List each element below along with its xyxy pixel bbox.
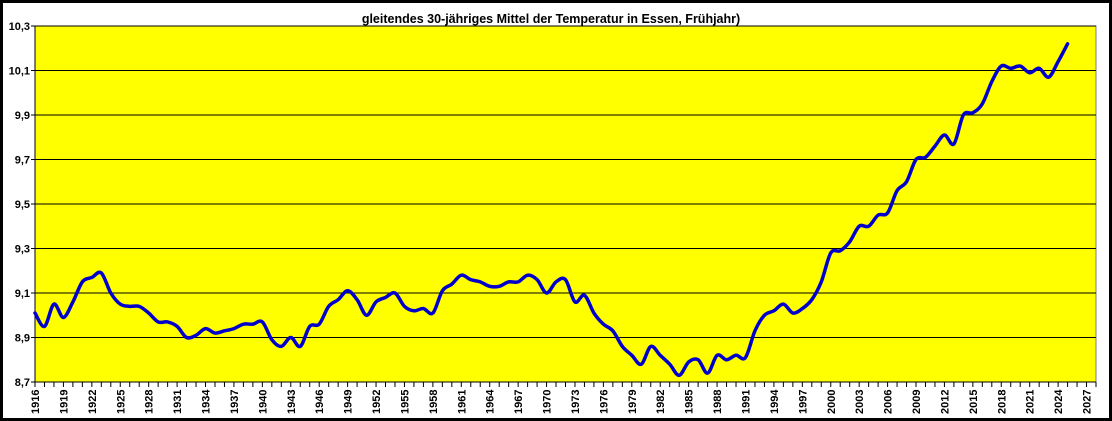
x-tick-label: 1937 (229, 390, 241, 414)
x-tick-label: 2003 (854, 390, 866, 414)
x-tick-label: 1952 (371, 390, 383, 414)
x-tick-label: 1961 (456, 390, 468, 414)
x-tick-label: 1916 (30, 390, 42, 414)
x-tick-label: 1958 (428, 390, 440, 414)
y-tick-label: 9,9 (15, 110, 30, 122)
series-line (33, 42, 1070, 378)
x-tick-label: 2027 (1082, 390, 1094, 414)
x-tick-label: 2021 (1025, 390, 1037, 414)
line-chart: gleitendes 30-jähriges Mittel der Temper… (9, 12, 1097, 414)
x-tick-label: 1994 (769, 389, 781, 414)
chart-title: gleitendes 30-jähriges Mittel der Temper… (362, 12, 740, 26)
y-tick-label: 8,7 (15, 377, 30, 389)
x-tick-label: 2024 (1053, 389, 1065, 414)
x-tick-label: 1964 (485, 389, 497, 414)
x-tick-label: 1979 (627, 390, 639, 414)
x-tick-label: 1997 (797, 390, 809, 414)
y-tick-label: 10,3 (9, 21, 30, 33)
x-tick-label: 1931 (172, 390, 184, 414)
x-tick-label: 1985 (684, 390, 696, 414)
x-tick-label: 2006 (883, 390, 895, 414)
x-tick-label: 1967 (513, 390, 525, 414)
x-tick-label: 1940 (257, 390, 269, 414)
x-tick-label: 1925 (115, 390, 127, 414)
x-tick-label: 1988 (712, 390, 724, 414)
x-tick-label: 1949 (343, 390, 355, 414)
x-tick-label: 1970 (542, 390, 554, 414)
x-tick-label: 1946 (314, 390, 326, 414)
y-tick-label: 8,9 (15, 333, 30, 345)
x-tick-label: 1982 (655, 390, 667, 414)
y-tick-label: 9,5 (15, 199, 30, 211)
y-tick-label: 9,7 (15, 155, 30, 167)
y-tick-label: 10,1 (9, 66, 30, 78)
x-tick-label: 1919 (58, 390, 70, 414)
x-tick-label: 1955 (399, 390, 411, 414)
x-tick-label: 1943 (286, 390, 298, 414)
x-tick-label: 2018 (996, 390, 1008, 414)
y-tick-label: 9,3 (15, 244, 30, 256)
x-tick-label: 1934 (201, 389, 213, 414)
x-tick-label: 2012 (939, 390, 951, 414)
x-tick-label: 1976 (598, 390, 610, 414)
x-tick-label: 2009 (911, 390, 923, 414)
x-tick-label: 2000 (826, 390, 838, 414)
x-tick-label: 1991 (740, 390, 752, 414)
x-tick-label: 1928 (144, 390, 156, 414)
x-tick-label: 1973 (570, 390, 582, 414)
x-tick-label: 1922 (87, 390, 99, 414)
x-tick-label: 2015 (968, 390, 980, 414)
y-tick-label: 9,1 (15, 288, 30, 300)
